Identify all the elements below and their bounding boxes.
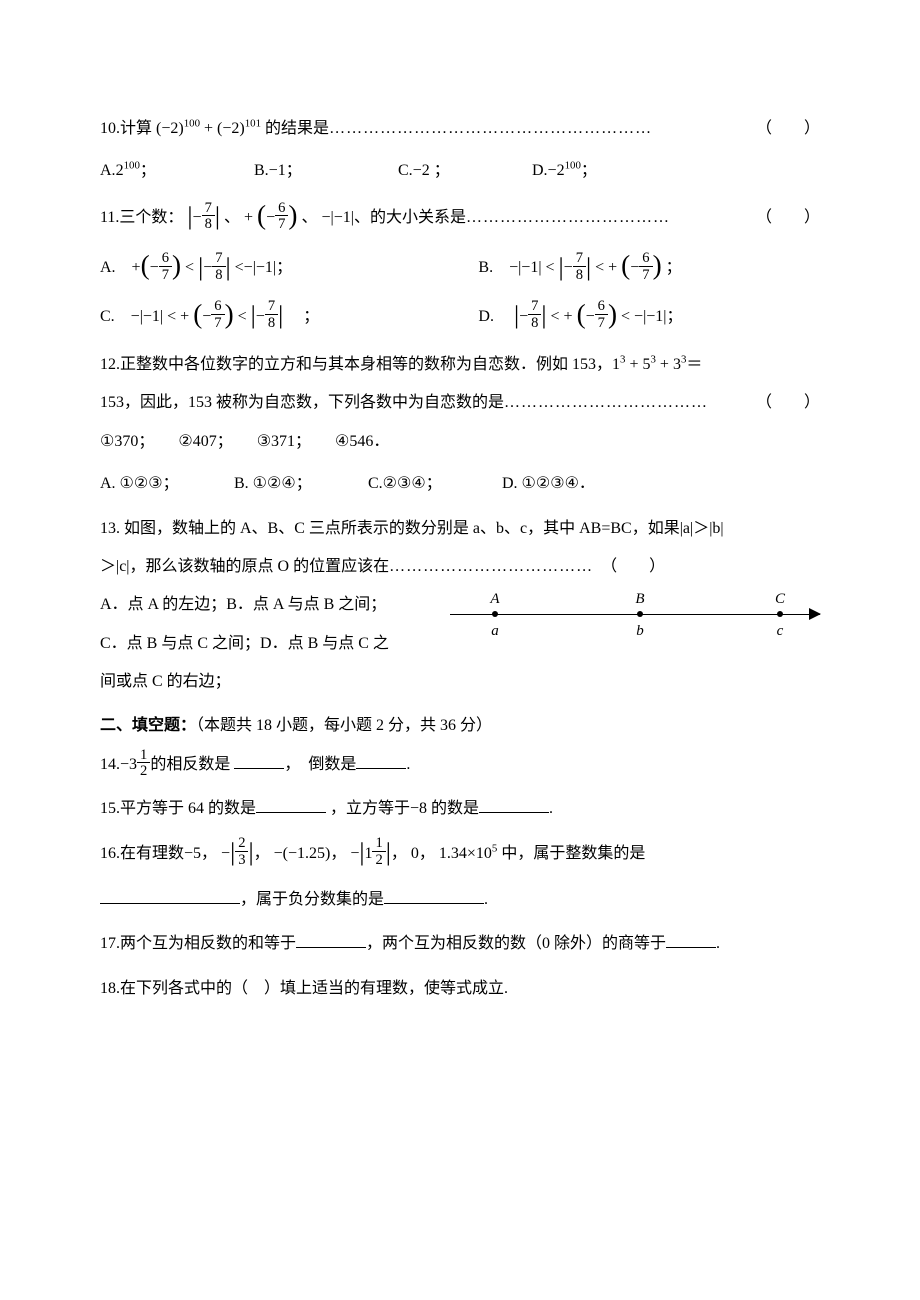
question-17: 17.两个互为相反数的和等于，两个互为相反数的数（0 除外）的商等于. <box>100 925 820 963</box>
q12-options: A. ①②③； B. ①②④； C.②③④； D. ①②③④． <box>100 465 820 503</box>
opt-d-part1: D．点 B 与点 C 之 <box>260 635 389 652</box>
axis-point <box>777 611 783 617</box>
answer-paren: （ ） <box>756 110 820 148</box>
q11-stem: 11.三个数： |−78| 、 + (−67) 、 −|−1|、的大小关系是……… <box>100 199 820 237</box>
question-10: 10.计算 (−2)100 + (−2)101 的结果是………………………………… <box>100 110 820 191</box>
fill-blank <box>384 888 484 904</box>
fill-blank <box>100 888 240 904</box>
q18-text: 18.在下列各式中的（ ）填上适当的有理数，使等式成立. <box>100 980 508 997</box>
axis-label-bottom: b <box>636 624 644 639</box>
opt-d: D. |−78| < + (−67) < −|−1|； <box>478 298 816 336</box>
section-detail: （本题共 18 小题，每小题 2 分，共 36 分） <box>196 717 492 734</box>
q13-diagram: Aa Bb Cc <box>450 586 820 648</box>
q10-stem: 10.计算 (−2)100 + (−2)101 的结果是………………………………… <box>100 110 820 148</box>
fill-blank <box>356 753 406 769</box>
question-13: 13. 如图，数轴上的 A、B、C 三点所表示的数分别是 a、b、c，其中 AB… <box>100 510 820 702</box>
section-2-header: 二、填空题：（本题共 18 小题，每小题 2 分，共 36 分） <box>100 707 820 745</box>
q11-options: A. +(−67) < |−78| <−|−1|； B. −|−1| < |−7… <box>100 249 820 336</box>
opt-a: A．点 A 的左边； <box>100 596 226 613</box>
opt-c: C.−2 ； <box>398 152 528 190</box>
fill-blank <box>234 753 284 769</box>
q10-expr: (−2)100 + (−2)101 <box>156 120 265 137</box>
question-11: 11.三个数： |−78| 、 + (−67) 、 −|−1|、的大小关系是……… <box>100 199 820 336</box>
section-title: 二、填空题： <box>100 717 196 734</box>
q10-options: A.2100； B.−1； C.−2 ； D.−2100； <box>100 152 820 190</box>
opt-d: D. ①②③④． <box>502 475 595 492</box>
opt-b: B.−1； <box>254 152 394 190</box>
q10-tail: 的结果是 <box>265 120 329 137</box>
opt-d: D.−2100； <box>532 162 597 179</box>
axis-label-top: A <box>490 592 499 607</box>
axis-label-top: B <box>635 592 644 607</box>
opt-b: B. ①②④； <box>234 465 364 503</box>
opt-c: C. −|−1| < + (−67) < |−78| ； <box>100 298 438 336</box>
q12-line1: 12.正整数中各位数字的立方和与其本身相等的数称为自恋数．例如 153，13 +… <box>100 346 820 384</box>
dots: ……………………………… <box>466 209 670 226</box>
dots: ………………………………………………… <box>329 120 652 137</box>
axis-label-top: C <box>775 592 785 607</box>
question-15: 15.平方等于 64 的数是 ，立方等于−8 的数是. <box>100 790 820 828</box>
axis-line <box>450 614 820 615</box>
q12-choices: ①370； ②407； ③371； ④546． <box>100 423 820 461</box>
answer-paren: （ ） <box>601 548 665 586</box>
q11-e2: (−67) <box>257 209 301 226</box>
number-line-diagram: Aa Bb Cc <box>450 594 820 648</box>
q13-options-left: A．点 A 的左边；B．点 A 与点 B 之间； C．点 B 与点 C 之间；D… <box>100 586 430 663</box>
fill-blank <box>666 932 716 948</box>
answer-paren: （ ） <box>756 384 820 422</box>
opt-b: B. −|−1| < |−78| < + (−67) ； <box>478 249 816 287</box>
q13-body: A．点 A 的左边；B．点 A 与点 B 之间； C．点 B 与点 C 之间；D… <box>100 586 820 663</box>
opt-d-part2: 间或点 C 的右边； <box>100 663 820 701</box>
opt-a: A. ①②③； <box>100 465 230 503</box>
q11-e1: |−78| <box>187 209 224 226</box>
q12-line2: 153，因此，153 被称为自恋数，下列各数中为自恋数的是……………………………… <box>100 384 820 422</box>
q16-line2: ，属于负分数集的是. <box>100 881 820 919</box>
q13-line2: ＞|c|，那么该数轴的原点 O 的位置应该在……………………………… （ ） <box>100 548 820 586</box>
axis-label-bottom: a <box>491 624 499 639</box>
opt-a: A.2100； <box>100 152 250 190</box>
axis-point <box>492 611 498 617</box>
fill-blank <box>479 797 549 813</box>
axis-label-bottom: c <box>777 624 784 639</box>
dots: ……………………………… <box>504 394 708 411</box>
answer-paren: （ ） <box>756 199 820 237</box>
question-12: 12.正整数中各位数字的立方和与其本身相等的数称为自恋数．例如 153，13 +… <box>100 346 820 504</box>
dots: ……………………………… <box>389 558 593 575</box>
opt-c: C.②③④； <box>368 465 498 503</box>
question-18: 18.在下列各式中的（ ）填上适当的有理数，使等式成立. <box>100 970 820 1008</box>
q10-prefix: 10.计算 <box>100 120 152 137</box>
q13-line1: 13. 如图，数轴上的 A、B、C 三点所表示的数分别是 a、b、c，其中 AB… <box>100 510 820 548</box>
question-16: 16.在有理数−5， −|23|， −(−1.25)， −|112|， 0， 1… <box>100 835 820 920</box>
fill-blank <box>256 797 326 813</box>
q11-prefix: 11.三个数： <box>100 209 183 226</box>
q16-line1: 16.在有理数−5， −|23|， −(−1.25)， −|112|， 0， 1… <box>100 835 820 873</box>
opt-c: C．点 B 与点 C 之间； <box>100 635 260 652</box>
opt-a: A. +(−67) < |−78| <−|−1|； <box>100 249 438 287</box>
opt-b: B．点 A 与点 B 之间； <box>226 596 386 613</box>
arrow-icon <box>809 608 821 620</box>
axis-point <box>637 611 643 617</box>
fill-blank <box>296 932 366 948</box>
question-14: 14.−312的相反数是 ， 倒数是. <box>100 746 820 784</box>
